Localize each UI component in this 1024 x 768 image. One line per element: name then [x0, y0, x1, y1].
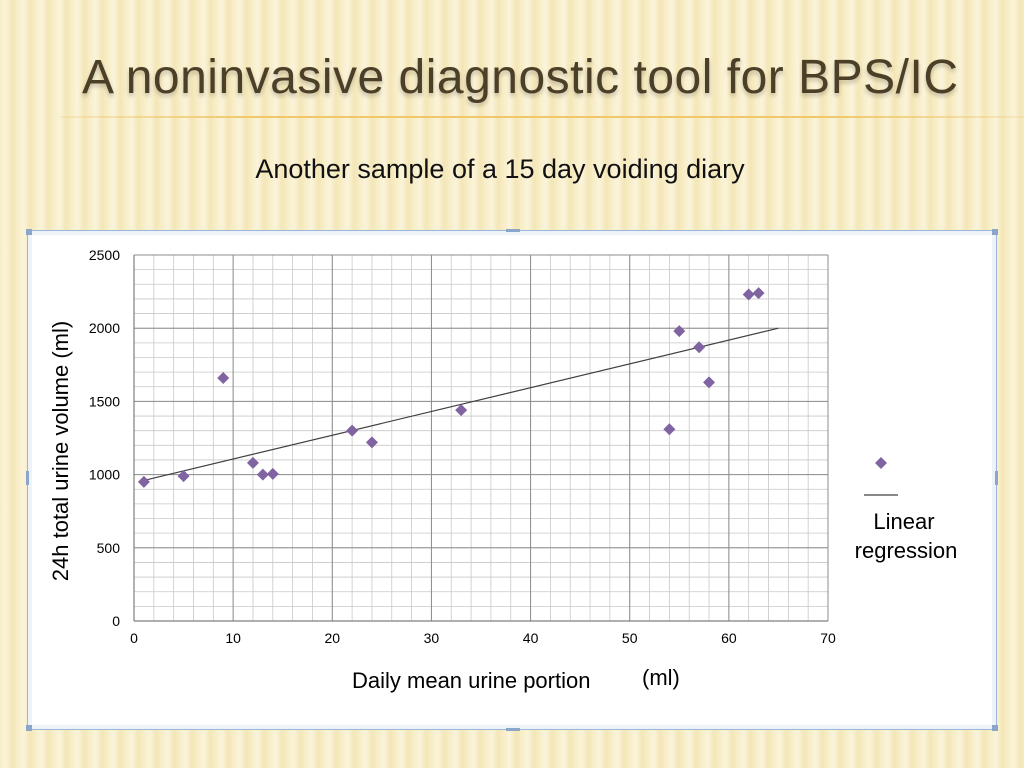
y-tick-label: 2000 — [89, 320, 120, 336]
data-point — [137, 475, 150, 488]
data-point — [663, 423, 676, 436]
data-point — [266, 467, 279, 480]
slide-subtitle: Another sample of a 15 day voiding diary — [255, 154, 745, 184]
y-axis-label: 24h total urine volume (ml) — [48, 321, 73, 581]
resize-handle-bottom[interactable] — [506, 728, 520, 731]
data-point — [455, 404, 468, 417]
resize-handle-right[interactable] — [995, 471, 998, 485]
y-tick-label: 0 — [112, 613, 120, 629]
data-point — [703, 376, 716, 389]
data-point — [346, 424, 359, 437]
legend-marker-points — [875, 457, 887, 469]
x-axis-ticks: 0 10 20 30 40 50 60 70 — [130, 630, 836, 646]
resize-handle-top[interactable] — [506, 229, 520, 232]
major-gridlines — [133, 254, 829, 622]
x-tick-label: 0 — [130, 630, 138, 646]
x-tick-label: 10 — [225, 630, 241, 646]
slide-title: A noninvasive diagnostic tool for BPS/IC — [82, 51, 959, 104]
data-point — [256, 468, 269, 481]
x-axis-label: Daily mean urine portion — [352, 668, 590, 693]
legend-label-line1: Linear — [873, 509, 934, 534]
y-tick-label: 500 — [97, 540, 121, 556]
data-points — [137, 287, 765, 488]
y-tick-label: 1000 — [89, 467, 120, 483]
data-point — [365, 436, 378, 449]
minor-gridlines — [133, 254, 829, 622]
data-point — [693, 341, 706, 354]
title-divider — [60, 116, 1024, 118]
y-tick-label: 2500 — [89, 247, 120, 263]
x-tick-label: 50 — [622, 630, 638, 646]
y-axis-ticks: 0 500 1000 1500 2000 2500 — [89, 247, 120, 629]
data-point — [752, 287, 765, 300]
x-tick-label: 30 — [424, 630, 440, 646]
x-tick-label: 40 — [523, 630, 539, 646]
resize-handle-top-right[interactable] — [992, 229, 998, 235]
resize-handle-left[interactable] — [26, 471, 29, 485]
x-tick-label: 60 — [721, 630, 737, 646]
scatter-chart: 0 10 20 30 40 50 60 70 0 500 1000 1500 2000 2500 Dai… — [48, 247, 958, 693]
legend-label-line2: regression — [855, 538, 958, 563]
x-tick-label: 20 — [324, 630, 340, 646]
resize-handle-bottom-right[interactable] — [992, 725, 998, 731]
legend: Linear regression — [855, 457, 958, 563]
y-tick-label: 1500 — [89, 393, 120, 409]
resize-handle-bottom-left[interactable] — [26, 725, 32, 731]
data-point — [673, 325, 686, 338]
data-point — [177, 470, 190, 483]
data-point — [742, 288, 755, 301]
chart-frame[interactable]: 0 10 20 30 40 50 60 70 0 500 1000 1500 2000 2500 Dai… — [26, 229, 998, 731]
data-point — [246, 456, 259, 469]
data-point — [217, 371, 230, 384]
x-axis-unit: (ml) — [642, 665, 680, 690]
x-tick-label: 70 — [820, 630, 836, 646]
resize-handle-top-left[interactable] — [26, 229, 32, 235]
